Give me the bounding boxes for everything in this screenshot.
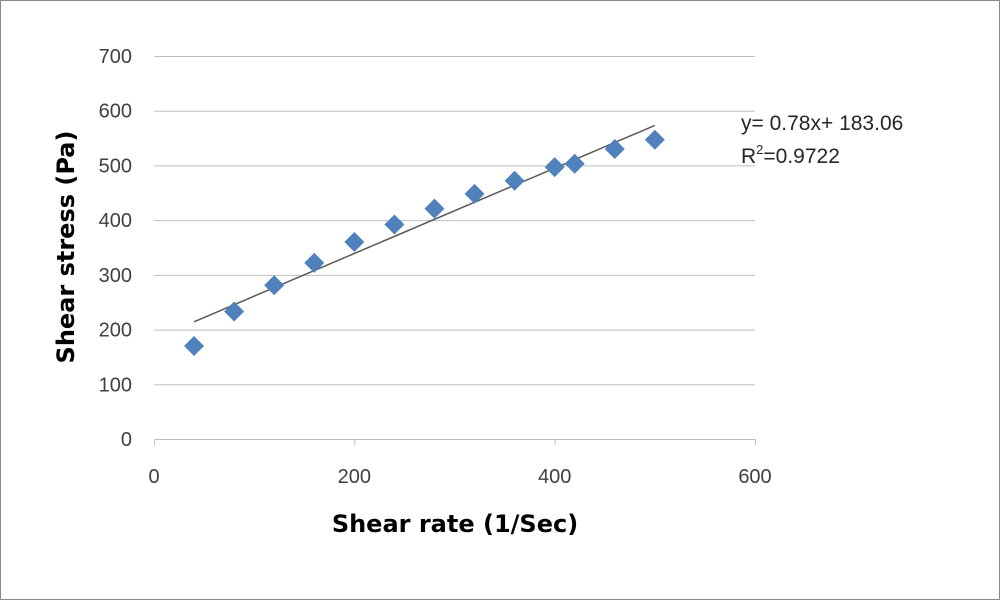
trendline-group [193, 124, 656, 323]
data-point [384, 214, 405, 235]
y-tick-label-400: 400 [99, 210, 132, 232]
r-squared-value: =0.9722 [763, 145, 840, 168]
data-point [304, 252, 325, 273]
x-tick-labels: 0 200 400 600 [148, 466, 771, 488]
x-tick-label-0: 0 [148, 466, 159, 488]
x-tick-label-400: 400 [538, 466, 571, 488]
y-tick-label-0: 0 [121, 429, 132, 451]
data-point [504, 170, 525, 191]
data-point [564, 153, 585, 174]
r-squared-exponent: 2 [756, 142, 763, 157]
data-point [604, 139, 625, 160]
r-squared-label: R2=0.9722 [741, 142, 840, 168]
y-tick-label-700: 700 [99, 46, 132, 68]
data-point [184, 335, 205, 356]
data-point [464, 183, 485, 204]
data-point [264, 275, 285, 296]
data-point [544, 157, 565, 178]
y-tick-label-500: 500 [99, 155, 132, 177]
y-tick-label-300: 300 [99, 265, 132, 287]
y-tick-labels: 0 100 200 300 400 500 600 700 [99, 46, 132, 451]
y-tick-label-200: 200 [99, 320, 132, 342]
x-axis-title: Shear rate (1/Sec) [332, 510, 578, 538]
r-squared-prefix: R [741, 145, 756, 168]
x-tick-label-200: 200 [338, 466, 371, 488]
y-tick-label-600: 600 [99, 101, 132, 123]
trendline [193, 124, 656, 323]
trendline-equation: y= 0.78x+ 183.06 [741, 112, 903, 135]
data-points [184, 129, 665, 356]
x-tick-label-600: 600 [738, 466, 771, 488]
data-point [644, 129, 665, 150]
data-point [344, 232, 365, 253]
y-axis-title: Shear stress (Pa) [52, 131, 80, 364]
data-point [224, 301, 245, 322]
data-point [424, 198, 445, 219]
gridlines [154, 56, 756, 445]
y-tick-label-100: 100 [99, 374, 132, 396]
